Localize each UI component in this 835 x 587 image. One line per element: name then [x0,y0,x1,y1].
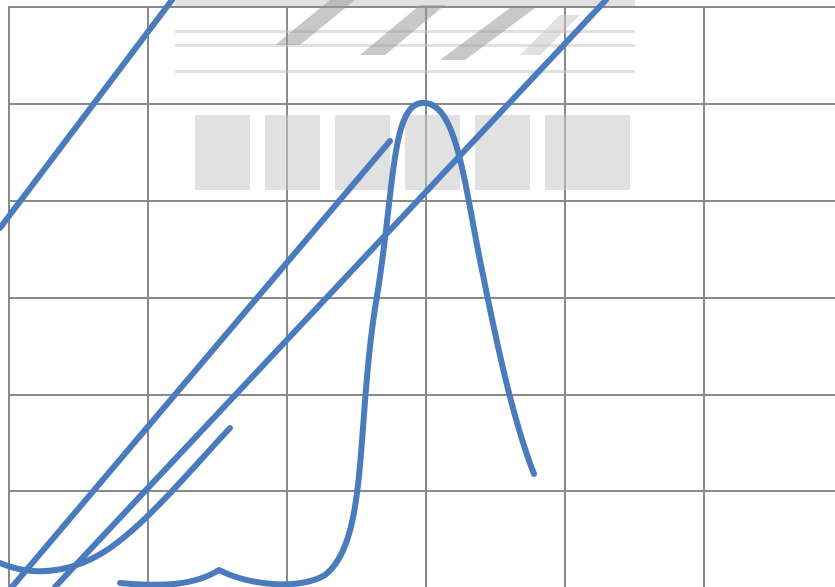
watermark-letter-2 [265,115,320,190]
watermark-top-band [175,0,635,6]
watermark-letter-1 [195,115,250,190]
watermark-letter-6 [545,115,630,190]
watermark-stripe-3 [440,8,535,60]
long-diagonal-line-left[interactable] [9,138,393,587]
watermark-stripe-1 [275,0,355,45]
watermark-logo [175,0,635,190]
ink-strokes[interactable] [0,0,609,587]
watermark-band-2 [175,44,635,47]
top-left-diagonal-line[interactable] [0,0,175,231]
watermark-letter-5 [475,115,530,190]
watermark-stripe-4 [520,15,580,55]
watermark-band-3 [175,70,635,73]
watermark-stripe-2 [360,5,445,55]
bell-curve[interactable] [117,100,537,587]
parabola-curve[interactable] [0,425,233,575]
long-diagonal-line-right[interactable] [52,0,609,587]
